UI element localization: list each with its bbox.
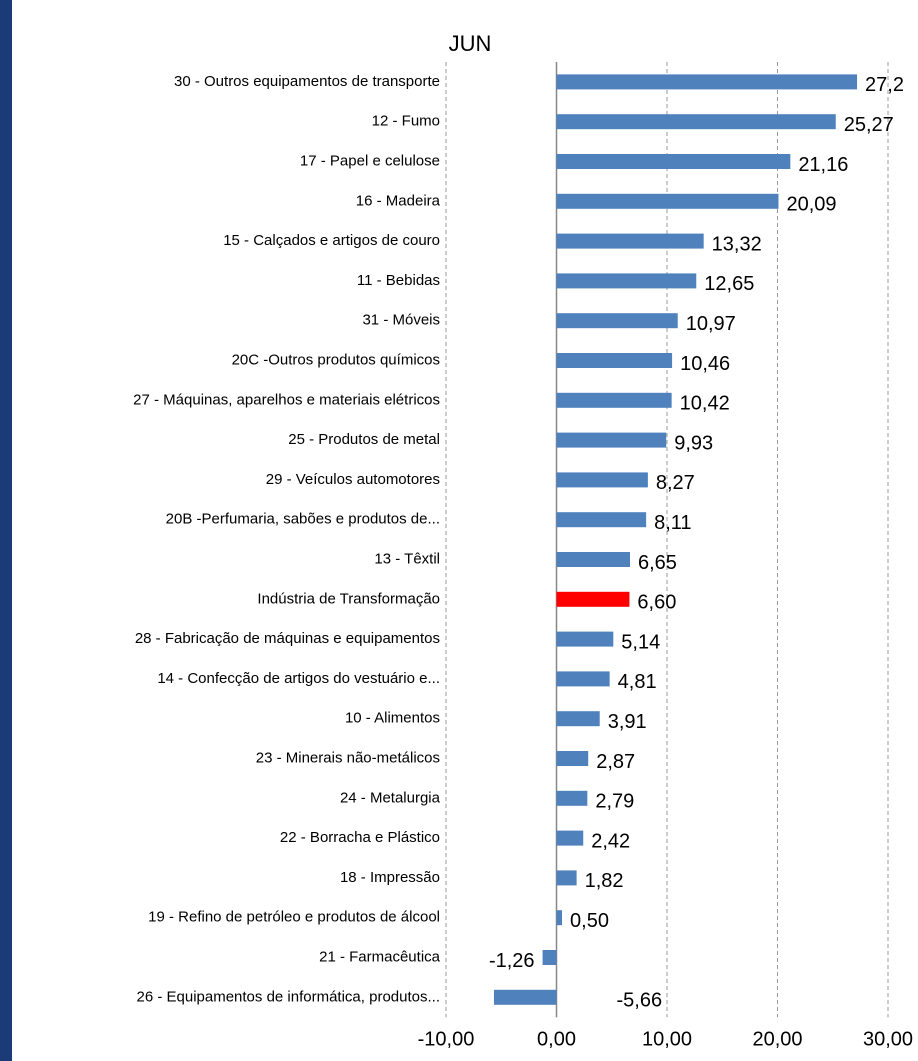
category-label: 22 - Borracha e Plástico	[280, 829, 440, 846]
category-label: 30 - Outros equipamentos de transporte	[174, 73, 440, 90]
bar	[556, 233, 704, 249]
value-label: 8,27	[656, 472, 695, 494]
value-label: 10,42	[680, 393, 730, 415]
value-label: 3,91	[608, 711, 647, 733]
category-label: 20C -Outros produtos químicos	[232, 351, 440, 368]
category-label: 20B -Perfumaria, sabões e produtos de...	[166, 511, 440, 528]
value-label: 27,2	[865, 74, 904, 96]
bar	[556, 711, 600, 727]
category-label: 14 - Confecção de artigos do vestuário e…	[157, 670, 440, 687]
bar	[556, 671, 610, 687]
x-tick-label: -10,00	[418, 1028, 475, 1050]
value-label: 21,16	[798, 154, 848, 176]
bar	[556, 591, 630, 607]
value-label: 9,93	[674, 432, 713, 454]
value-label: 6,65	[638, 552, 677, 574]
x-tick-label: 20,00	[752, 1028, 802, 1050]
value-label: 5,14	[621, 631, 660, 653]
bar	[556, 74, 858, 90]
bar	[542, 950, 557, 965]
value-label: 10,97	[686, 313, 736, 335]
category-label: 28 - Fabricação de máquinas e equipament…	[135, 630, 440, 647]
category-label: 26 - Equipamentos de informática, produt…	[136, 988, 440, 1005]
bar	[556, 193, 779, 209]
value-label: 2,42	[591, 830, 630, 852]
category-label: 17 - Papel e celulose	[300, 152, 440, 169]
bar	[556, 910, 563, 926]
category-label: 19 - Refino de petróleo e produtos de ál…	[148, 909, 440, 926]
bar	[556, 273, 697, 289]
value-label: 0,50	[570, 910, 609, 932]
category-label: 31 - Móveis	[362, 312, 440, 329]
bar	[556, 432, 667, 448]
category-label: 12 - Fumo	[372, 113, 440, 130]
bar	[556, 631, 614, 647]
bar	[556, 353, 673, 368]
bar	[556, 790, 588, 806]
bar	[556, 313, 678, 329]
value-label: 2,79	[595, 791, 634, 813]
bar	[556, 751, 589, 766]
bar	[556, 870, 577, 886]
value-label: -5,66	[617, 990, 663, 1012]
category-label: 15 - Calçados e artigos de couro	[223, 232, 440, 249]
category-label: 27 - Máquinas, aparelhos e materiais elé…	[133, 391, 440, 408]
x-tick-label: 10,00	[642, 1028, 692, 1050]
bar	[556, 154, 791, 169]
category-label: 23 - Minerais não-metálicos	[256, 749, 440, 766]
category-label: 11 - Bebidas	[357, 272, 440, 289]
value-label: -1,26	[489, 950, 535, 972]
category-label: 18 - Impressão	[340, 869, 440, 886]
category-label: 16 - Madeira	[356, 192, 441, 209]
value-label: 6,60	[637, 592, 676, 614]
chart-title: JUN	[449, 31, 492, 56]
bar	[556, 830, 584, 846]
bar	[556, 114, 836, 130]
category-label: 25 - Produtos de metal	[288, 431, 440, 448]
bar	[556, 472, 648, 488]
value-label: 10,46	[680, 353, 730, 375]
bar	[493, 989, 557, 1005]
value-label: 4,81	[618, 671, 657, 693]
value-label: 8,11	[654, 512, 691, 534]
category-label: 10 - Alimentos	[345, 710, 440, 727]
category-label: 29 - Veículos automotores	[266, 471, 440, 488]
side-strip	[0, 0, 12, 1061]
category-label: 13 - Têxtil	[374, 550, 440, 567]
value-label: 20,09	[786, 194, 836, 216]
value-label: 13,32	[712, 233, 762, 255]
category-label: 21 - Farmacêutica	[319, 948, 441, 965]
value-label: 12,65	[704, 273, 754, 295]
category-label: 24 - Metalurgia	[340, 789, 441, 806]
bar	[556, 392, 672, 408]
bar	[556, 552, 630, 567]
x-tick-label: 0,00	[537, 1028, 576, 1050]
x-tick-label: 30,00	[863, 1028, 913, 1050]
bar	[556, 512, 647, 528]
value-label: 1,82	[585, 870, 624, 892]
value-label: 2,87	[596, 751, 635, 773]
value-label: 25,27	[844, 114, 894, 136]
category-label: Indústria de Transformação	[257, 590, 440, 607]
